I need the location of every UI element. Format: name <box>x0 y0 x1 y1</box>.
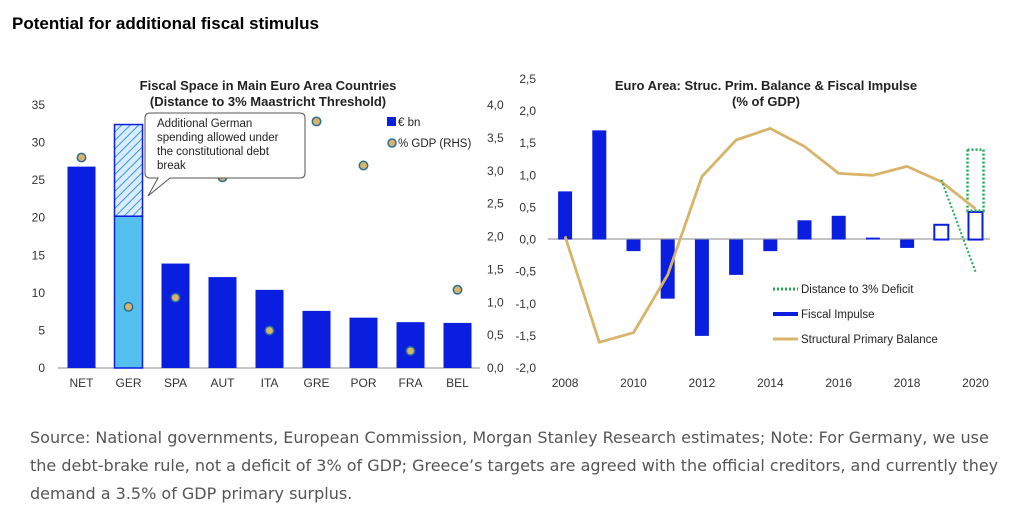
right-x-tick-label: 2016 <box>825 376 852 390</box>
legend-eur-bn: € bn <box>398 117 420 129</box>
right-y-tick-label: -1,5 <box>515 329 536 343</box>
fiscal-impulse-bar-2017 <box>865 237 880 240</box>
right-y-tick-label: 2,5 <box>519 72 536 86</box>
fiscal-impulse-bar-2011 <box>660 239 675 299</box>
legend-structural-balance: Structural Primary Balance <box>801 334 938 346</box>
fiscal-impulse-bar-2019 <box>933 223 950 241</box>
fiscal-impulse-bar-2016 <box>831 215 846 240</box>
left-y2-tick-label: 2,5 <box>487 197 504 211</box>
left-bar-bel <box>443 322 472 368</box>
right-x-tick-label: 2020 <box>962 376 989 390</box>
left-y2-tick-label: 1,0 <box>487 295 504 309</box>
left-y-tick-label: 15 <box>32 248 46 262</box>
fiscal-impulse-bar-2010 <box>626 239 641 252</box>
left-bar-aut <box>208 277 237 368</box>
left-y2-tick-label: 4,0 <box>487 98 504 112</box>
left-bar-por <box>349 317 378 368</box>
legend-distance-deficit: Distance to 3% Deficit <box>801 284 914 296</box>
left-y-tick-label: 5 <box>38 323 45 337</box>
left-callout: Additional German spending allowed under t… <box>144 112 306 197</box>
left-y-tick-label: 30 <box>32 136 46 150</box>
left-y2-tick-label: 3,0 <box>487 164 504 178</box>
left-bar-net <box>67 166 96 368</box>
right-x-tick-label: 2008 <box>552 376 579 390</box>
right-chart-title-line1: Euro Area: Struc. Prim. Balance & Fiscal… <box>615 78 917 93</box>
fiscal-impulse-bar-2012 <box>694 239 709 336</box>
left-x-tick-label: ITA <box>261 376 279 390</box>
left-y-tick-label: 35 <box>32 98 46 112</box>
right-y-tick-label: 1,5 <box>519 136 536 150</box>
fiscal-impulse-bar-2008 <box>558 191 573 240</box>
right-chart: Euro Area: Struc. Prim. Balance & Fiscal… <box>515 72 990 390</box>
left-dot-net <box>76 152 87 163</box>
left-callout-text: Additional German spending allowed under t… <box>157 118 279 172</box>
left-chart: Fiscal Space in Main Euro Area Countries… <box>32 78 504 390</box>
left-y2-tick-label: 0,0 <box>487 361 504 375</box>
right-y-tick-label: -1,0 <box>515 297 536 311</box>
right-y-tick-label: 0,0 <box>519 233 536 247</box>
left-y-tick-label: 10 <box>32 286 46 300</box>
right-chart-title-line2: (% of GDP) <box>732 94 800 109</box>
left-bar-spa <box>161 263 190 368</box>
right-y-tick-label: 1,0 <box>519 168 536 182</box>
right-y-tick-label: -0,5 <box>515 265 536 279</box>
right-x-tick-label: 2014 <box>757 376 784 390</box>
fiscal-impulse-bar-2018 <box>900 239 915 248</box>
left-dot-ger <box>123 301 134 312</box>
left-dot-por <box>358 160 369 171</box>
left-y2-tick-label: 1,5 <box>487 262 504 276</box>
left-y-tick-label: 20 <box>32 211 46 225</box>
right-legend: Distance to 3% Deficit Fiscal Impulse St… <box>773 284 938 346</box>
left-bar-fra <box>396 322 425 368</box>
distance-deficit-box <box>966 148 985 212</box>
left-legend: € bn % GDP (RHS) <box>387 117 471 150</box>
left-bar-gre <box>302 310 331 368</box>
left-bar-ger <box>113 215 144 369</box>
left-chart-title-line1: Fiscal Space in Main Euro Area Countries <box>140 78 397 93</box>
left-dot-ita <box>264 325 275 336</box>
fiscal-impulse-bar-2020 <box>967 210 984 241</box>
left-y-tick-label: 0 <box>38 361 45 375</box>
left-x-tick-label: BEL <box>446 376 469 390</box>
left-bar-ger-extra <box>113 123 144 217</box>
left-x-tick-label: GRE <box>303 376 329 390</box>
right-x-tick-label: 2018 <box>894 376 921 390</box>
left-chart-title-line2: (Distance to 3% Maastricht Threshold) <box>150 94 386 109</box>
legend-fiscal-impulse: Fiscal Impulse <box>801 309 875 321</box>
fiscal-impulse-bar-2013 <box>729 239 744 275</box>
left-x-tick-label: FRA <box>399 376 423 390</box>
right-x-tick-label: 2012 <box>689 376 716 390</box>
right-y-tick-label: 0,5 <box>519 200 536 214</box>
source-note: Source: National governments, European C… <box>30 428 999 503</box>
page-title: Potential for additional fiscal stimulus <box>12 14 319 33</box>
right-y-tick-label: -2,0 <box>515 361 536 375</box>
left-y-tick-label: 25 <box>32 173 46 187</box>
left-y2-tick-label: 2,0 <box>487 230 504 244</box>
left-x-tick-label: NET <box>70 376 95 390</box>
fiscal-impulse-bar-2009 <box>592 130 607 240</box>
fiscal-impulse-bar-2014 <box>763 239 778 252</box>
left-x-tick-label: POR <box>350 376 376 390</box>
structural-balance-line <box>563 127 977 344</box>
legend-swatch-eur <box>387 117 396 126</box>
left-y2-tick-label: 0,5 <box>487 328 504 342</box>
left-dot-gre <box>311 116 322 127</box>
left-y2-tick-label: 3,5 <box>487 131 504 145</box>
charts-canvas: Fiscal Space in Main Euro Area Countries… <box>32 72 990 390</box>
legend-gdp-rhs: % GDP (RHS) <box>398 138 471 150</box>
left-x-tick-label: AUT <box>211 376 236 390</box>
left-dot-bel <box>452 284 463 295</box>
right-y-tick-label: 2,0 <box>519 104 536 118</box>
legend-swatch-gdp <box>387 138 397 148</box>
left-x-tick-label: SPA <box>164 376 187 390</box>
left-dot-spa <box>170 292 181 303</box>
left-dot-fra <box>405 345 416 356</box>
left-x-tick-label: GER <box>115 376 141 390</box>
distance-deficit-line <box>940 179 977 273</box>
right-x-tick-label: 2010 <box>620 376 647 390</box>
fiscal-impulse-bar-2015 <box>797 220 812 240</box>
